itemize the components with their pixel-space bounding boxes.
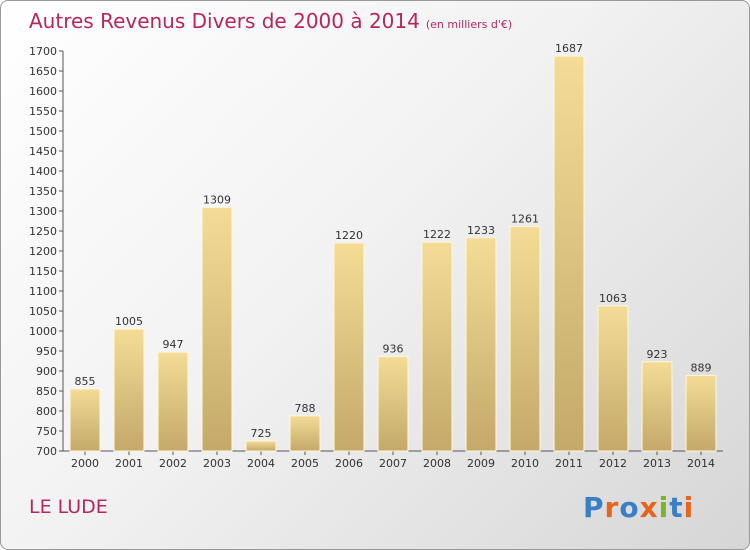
bar [377, 356, 409, 452]
bar-value-label: 923 [647, 348, 668, 361]
x-tick-label: 2012 [599, 457, 627, 470]
y-tick-label: 750 [36, 425, 57, 438]
y-tick-label: 1400 [29, 165, 57, 178]
bar [69, 388, 101, 452]
bar [641, 361, 673, 452]
x-tick-label: 2006 [335, 457, 363, 470]
bar-value-label: 788 [295, 402, 316, 415]
logo-letter: x [639, 491, 659, 524]
bar-value-label: 1261 [511, 213, 539, 226]
y-tick-label: 1650 [29, 65, 57, 78]
x-tick-label: 2013 [643, 457, 671, 470]
bar-value-label: 936 [383, 343, 404, 356]
y-tick-label: 1450 [29, 145, 57, 158]
commune-name: LE LUDE [29, 496, 108, 518]
x-tick-label: 2014 [687, 457, 715, 470]
y-tick-label: 1600 [29, 85, 57, 98]
y-tick-label: 850 [36, 385, 57, 398]
y-tick-label: 1100 [29, 285, 57, 298]
x-tick-label: 2002 [159, 457, 187, 470]
chart-title: Autres Revenus Divers de 2000 à 2014 (en … [29, 9, 512, 33]
x-tick-label: 2003 [203, 457, 231, 470]
bar [597, 305, 629, 452]
x-tick-label: 2011 [555, 457, 583, 470]
y-tick-label: 1350 [29, 185, 57, 198]
bar-value-label: 1687 [555, 42, 583, 55]
bar-value-label: 1222 [423, 228, 451, 241]
y-tick-label: 950 [36, 345, 57, 358]
y-tick-label: 1250 [29, 225, 57, 238]
bar-value-label: 725 [251, 427, 272, 440]
bar [289, 415, 321, 452]
bar-value-label: 1233 [467, 224, 495, 237]
logo-letter: i [683, 491, 695, 524]
bar [553, 55, 585, 452]
x-tick-label: 2000 [71, 457, 99, 470]
y-tick-label: 900 [36, 365, 57, 378]
proxiti-logo: Proxiti [583, 491, 694, 524]
bars: 855 1005 947 1309 725 788 1220 936 1222 1233 1261 1… [69, 42, 717, 452]
x-tick-label: 2005 [291, 457, 319, 470]
bar-value-label: 947 [163, 338, 184, 351]
bar-value-label: 1005 [115, 315, 143, 328]
bar [509, 226, 541, 452]
logo-letter: r [604, 491, 620, 524]
bar [201, 206, 233, 452]
y-tick-label: 700 [36, 445, 57, 458]
x-tick-label: 2007 [379, 457, 407, 470]
axes: 700 750 800 850 900 950 1000 1050 1100 1150 1200 12… [29, 45, 723, 470]
x-tick-label: 2004 [247, 457, 275, 470]
logo-letter: o [619, 491, 640, 524]
y-tick-label: 1150 [29, 265, 57, 278]
bar-value-label: 1063 [599, 292, 627, 305]
bar [685, 374, 717, 452]
bar [113, 328, 145, 452]
bar-value-label: 1220 [335, 229, 363, 242]
logo-letter: P [583, 491, 605, 524]
y-tick-label: 1500 [29, 125, 57, 138]
x-tick-label: 2001 [115, 457, 143, 470]
y-tick-label: 1700 [29, 45, 57, 58]
y-tick-label: 1200 [29, 245, 57, 258]
bar-value-label: 1309 [203, 193, 231, 206]
bar [421, 241, 453, 452]
logo-letter: i [658, 491, 670, 524]
y-tick-label: 1300 [29, 205, 57, 218]
x-tick-label: 2008 [423, 457, 451, 470]
y-tick-label: 1550 [29, 105, 57, 118]
chart-title-text: Autres Revenus Divers de 2000 à 2014 [29, 9, 420, 33]
x-tick-label: 2009 [467, 457, 495, 470]
y-tick-label: 1000 [29, 325, 57, 338]
y-tick-label: 800 [36, 405, 57, 418]
bar [245, 440, 277, 452]
x-tick-label: 2010 [511, 457, 539, 470]
bar [465, 237, 497, 452]
chart-subtitle: (en milliers d'€) [425, 18, 513, 31]
logo-letter: t [669, 491, 684, 524]
bar-value-label: 855 [75, 375, 96, 388]
bar-value-label: 889 [691, 361, 712, 374]
bar [333, 242, 365, 452]
bar [157, 351, 189, 452]
y-tick-label: 1050 [29, 305, 57, 318]
